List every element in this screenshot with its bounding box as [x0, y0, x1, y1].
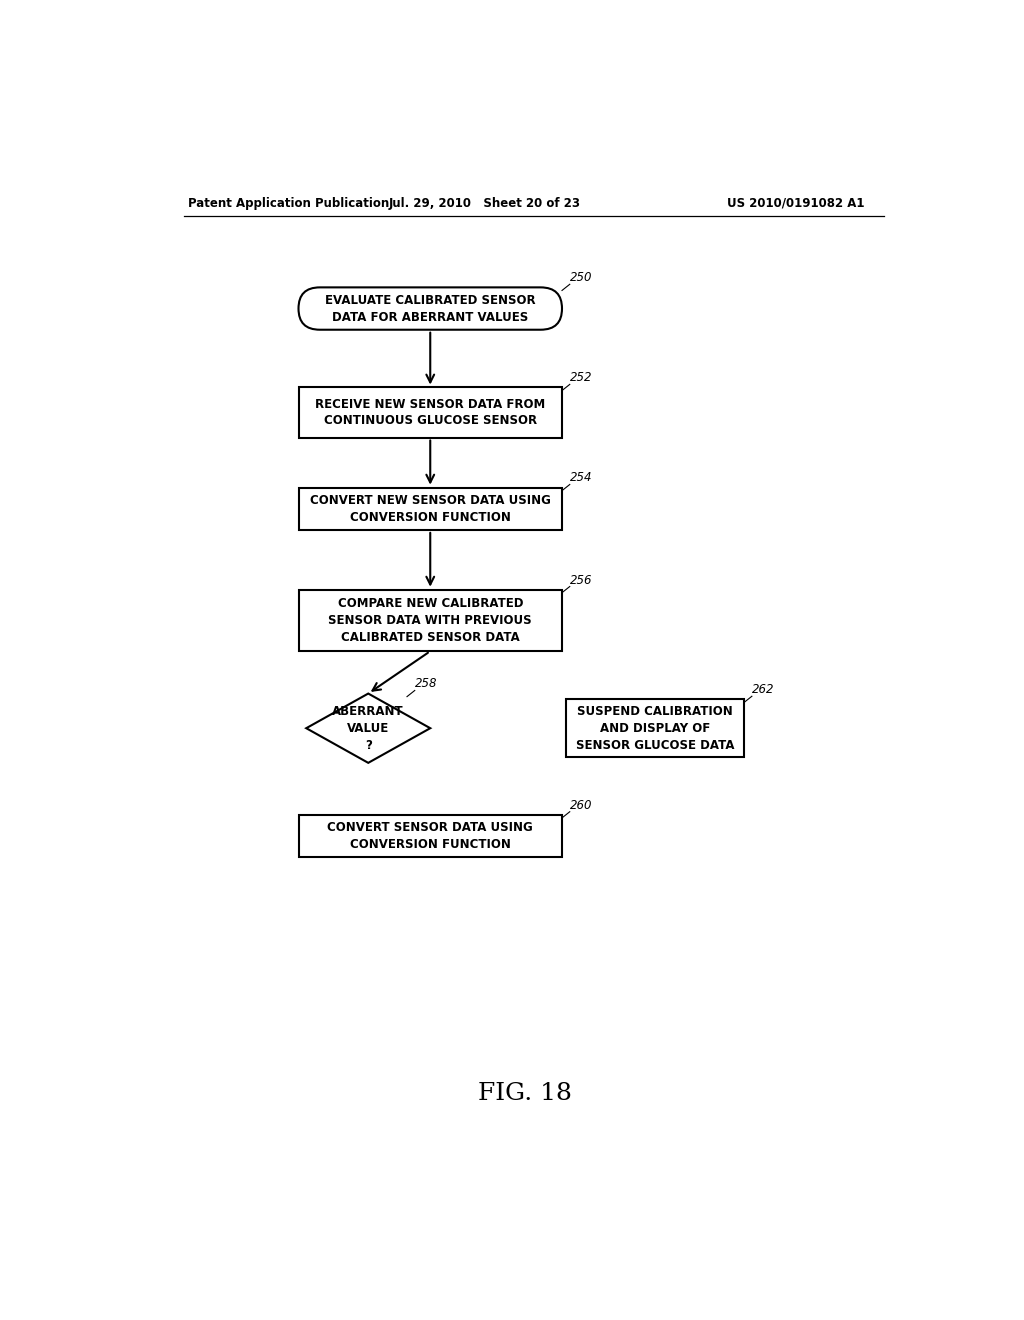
Text: Jul. 29, 2010   Sheet 20 of 23: Jul. 29, 2010 Sheet 20 of 23	[388, 197, 581, 210]
Text: 252: 252	[569, 371, 592, 384]
Text: CONVERT NEW SENSOR DATA USING
CONVERSION FUNCTION: CONVERT NEW SENSOR DATA USING CONVERSION…	[310, 494, 551, 524]
Text: 260: 260	[569, 799, 592, 812]
FancyBboxPatch shape	[299, 487, 562, 529]
Text: 250: 250	[569, 272, 592, 284]
Text: CONVERT SENSOR DATA USING
CONVERSION FUNCTION: CONVERT SENSOR DATA USING CONVERSION FUN…	[328, 821, 534, 851]
Text: 262: 262	[752, 684, 774, 696]
FancyBboxPatch shape	[566, 700, 744, 758]
FancyBboxPatch shape	[299, 388, 562, 437]
Text: FIG. 18: FIG. 18	[478, 1082, 571, 1105]
Text: EVALUATE CALIBRATED SENSOR
DATA FOR ABERRANT VALUES: EVALUATE CALIBRATED SENSOR DATA FOR ABER…	[325, 293, 536, 323]
Polygon shape	[306, 693, 430, 763]
Text: Patent Application Publication: Patent Application Publication	[188, 197, 390, 210]
FancyBboxPatch shape	[299, 288, 562, 330]
FancyBboxPatch shape	[299, 590, 562, 651]
Text: 258: 258	[415, 677, 437, 690]
FancyBboxPatch shape	[299, 814, 562, 857]
Text: 254: 254	[569, 471, 592, 484]
Text: ABERRANT
VALUE
?: ABERRANT VALUE ?	[333, 705, 404, 751]
Text: COMPARE NEW CALIBRATED
SENSOR DATA WITH PREVIOUS
CALIBRATED SENSOR DATA: COMPARE NEW CALIBRATED SENSOR DATA WITH …	[329, 597, 532, 644]
Text: SUSPEND CALIBRATION
AND DISPLAY OF
SENSOR GLUCOSE DATA: SUSPEND CALIBRATION AND DISPLAY OF SENSO…	[575, 705, 734, 751]
Text: US 2010/0191082 A1: US 2010/0191082 A1	[727, 197, 864, 210]
Text: RECEIVE NEW SENSOR DATA FROM
CONTINUOUS GLUCOSE SENSOR: RECEIVE NEW SENSOR DATA FROM CONTINUOUS …	[315, 397, 546, 428]
Text: 256: 256	[569, 573, 592, 586]
